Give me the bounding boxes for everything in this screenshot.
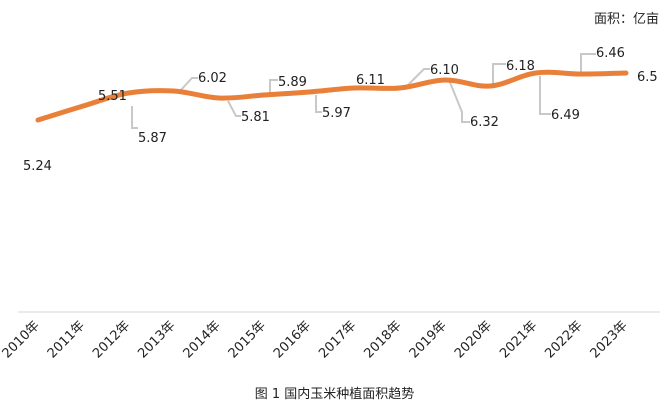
- x-tick-2014: 2014年: [181, 318, 224, 361]
- leader-line-2014: [227, 100, 241, 117]
- x-tick-2013: 2013年: [135, 318, 178, 361]
- x-tick-2017: 2017年: [316, 318, 359, 361]
- value-label-2022: 6.46: [596, 46, 625, 61]
- leader-lines: [131, 53, 596, 129]
- leader-line-2020: [492, 63, 506, 86]
- leader-line-2019: [448, 79, 470, 123]
- x-tick-2023: 2023年: [588, 318, 631, 361]
- x-tick-2021: 2021年: [497, 318, 540, 361]
- value-label-2011: 5.51: [98, 89, 127, 104]
- value-label-2021: 6.49: [551, 108, 580, 123]
- value-label-2019: 6.32: [470, 115, 499, 130]
- leader-line-2012: [131, 106, 138, 129]
- value-label-2013: 6.02: [198, 71, 227, 86]
- x-tick-2018: 2018年: [361, 318, 404, 361]
- x-tick-2019: 2019年: [407, 318, 450, 361]
- value-label-2014: 5.81: [241, 110, 270, 125]
- x-tick-2010: 2010年: [0, 318, 43, 361]
- value-label-2016: 5.97: [322, 106, 351, 121]
- value-label-2015: 5.89: [278, 75, 307, 90]
- leader-line-2016: [315, 95, 322, 113]
- x-tick-2020: 2020年: [452, 318, 495, 361]
- x-tick-2012: 2012年: [90, 318, 133, 361]
- x-tick-2016: 2016年: [271, 318, 314, 361]
- leader-line-2021: [539, 76, 551, 115]
- x-tick-2015: 2015年: [226, 318, 269, 361]
- value-label-2017: 6.11: [356, 73, 385, 88]
- x-tick-labels: 2010年 2011年 2012年 2013年 2014年 2015年 2016年 2017年…: [0, 318, 631, 361]
- series-line: [35, 69, 629, 123]
- figure-caption: 图 1 国内玉米种植面积趋势: [254, 387, 415, 402]
- value-labels: 5.24 5.51 5.87 6.02 5.81 5.89 5.97 6.11 6.10 6.32…: [23, 46, 658, 174]
- leader-line-2018: [404, 68, 430, 89]
- value-label-2018: 6.10: [430, 63, 459, 78]
- value-label-2010: 5.24: [23, 159, 52, 174]
- x-tick-2022: 2022年: [542, 318, 585, 361]
- value-label-2023: 6.5: [637, 70, 658, 85]
- value-label-2012: 5.87: [138, 131, 167, 146]
- leader-line-2022: [580, 53, 596, 74]
- leader-line-2013: [179, 77, 198, 92]
- value-label-2020: 6.18: [506, 59, 535, 74]
- unit-label: 面积：亿亩: [593, 12, 659, 27]
- x-tick-2011: 2011年: [45, 318, 88, 361]
- leader-line-2015: [269, 79, 278, 95]
- plot-area: 5.24 5.51 5.87 6.02 5.81 5.89 5.97 6.11 6.10 6.32…: [0, 46, 660, 361]
